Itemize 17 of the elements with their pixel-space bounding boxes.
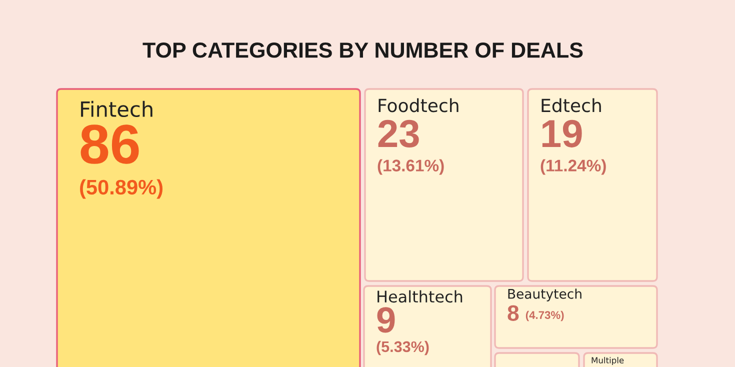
category-label: Healthtech xyxy=(378,290,462,303)
data-label: 8 xyxy=(508,305,519,321)
text: (50.89%) xyxy=(80,179,162,199)
category-label: Foodtech xyxy=(378,98,458,112)
category-label: Edtech xyxy=(542,98,601,112)
data-label: 9 xyxy=(377,307,395,333)
text: (5.33%) xyxy=(376,340,429,356)
category-label: Fintech xyxy=(81,100,152,118)
category-label: Beautytech xyxy=(508,288,582,302)
text: (11.24%) xyxy=(540,159,606,175)
data-label: 19 xyxy=(542,120,582,148)
text: (13.61%) xyxy=(378,159,444,175)
category-label: Multiple xyxy=(592,356,624,366)
data-label: 86 xyxy=(80,124,139,164)
text: TOP CATEGORIES BY NUMBER OF DEALS xyxy=(142,42,583,58)
data-label: 23 xyxy=(378,120,419,148)
text: (4.73%) xyxy=(526,310,564,322)
